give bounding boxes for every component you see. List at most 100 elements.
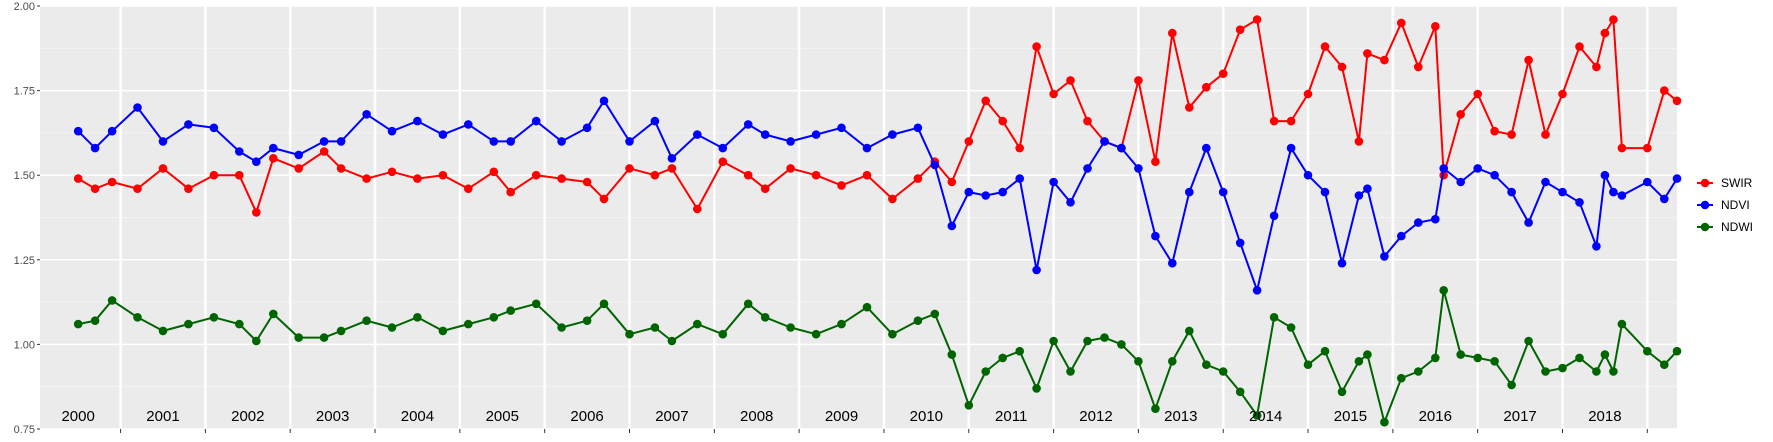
swir-point <box>1431 22 1440 31</box>
swir-point <box>743 170 753 180</box>
ndvi-point <box>1049 177 1058 187</box>
ndvi-point <box>464 120 473 129</box>
ndvi-point <box>1592 242 1601 251</box>
ndwi-point <box>1015 346 1024 356</box>
ndwi-point <box>251 336 261 346</box>
ndvi-point <box>1100 137 1109 146</box>
ndvi-point <box>133 103 142 112</box>
ndvi-point <box>1015 174 1024 183</box>
ndwi-point <box>1218 367 1228 376</box>
ndvi-point <box>1380 252 1389 261</box>
ndwi-point <box>557 323 566 332</box>
grid-lines <box>40 5 1677 430</box>
ndwi-point <box>650 323 660 332</box>
ndvi-point <box>964 187 974 197</box>
ndwi-point <box>760 313 770 322</box>
ndvi-point <box>930 160 940 170</box>
year-label: 2001 <box>146 408 179 425</box>
swir-point <box>650 170 660 180</box>
ndvi-point <box>650 116 660 126</box>
ndwi-point <box>625 329 634 339</box>
ndwi-point <box>718 329 728 339</box>
ndwi-point <box>1303 360 1313 370</box>
year-label: 2013 <box>1164 408 1197 425</box>
swir-point <box>158 164 168 173</box>
ndvi-point <box>1609 187 1618 197</box>
year-label: 2004 <box>401 408 434 425</box>
swir-point <box>913 174 923 183</box>
swir-point <box>1269 116 1279 126</box>
swir-point <box>209 170 219 180</box>
x-axis: 2000 2001 2002 2003 2004 2005 2006 2007 2008 2009… <box>61 408 1648 433</box>
swir-point <box>184 184 193 193</box>
ndvi-point <box>336 137 346 146</box>
ndwi-point <box>438 326 448 336</box>
ndvi-point <box>269 143 278 153</box>
swir-point <box>1202 82 1211 92</box>
ndwi-point <box>184 319 193 329</box>
ndwi-point <box>1507 380 1516 390</box>
series-ndwi <box>73 286 1682 427</box>
ndvi-point <box>837 123 846 133</box>
ndvi-point <box>90 143 100 153</box>
ndvi-point <box>1643 177 1652 187</box>
ndwi-point <box>786 323 795 332</box>
ndwi-point <box>1558 363 1567 373</box>
ndvi-point <box>1431 214 1440 224</box>
swir-point <box>1592 62 1601 72</box>
ndwi-point <box>158 326 168 336</box>
ndwi-point <box>888 329 897 339</box>
swir-point <box>1660 86 1669 95</box>
swir-point <box>1252 15 1262 24</box>
ndwi-point <box>1354 357 1364 366</box>
ndvi-point <box>158 137 168 146</box>
ndvi-point <box>506 137 515 146</box>
series-ndvi <box>73 96 1682 295</box>
ndvi-point <box>1439 164 1448 173</box>
ndvi-point <box>1134 164 1143 173</box>
swir-point <box>786 164 795 173</box>
ndvi-point <box>1456 177 1465 187</box>
swir-point <box>557 174 566 183</box>
ndwi-point <box>981 367 990 376</box>
ndwi-point <box>599 299 609 309</box>
swir-point <box>506 187 515 197</box>
swir-point <box>336 164 346 173</box>
ndvi-point <box>1269 211 1279 221</box>
ndvi-point <box>531 116 541 126</box>
swir-point <box>1032 42 1041 51</box>
swir-point <box>718 157 728 166</box>
legend-key-point <box>1700 200 1710 210</box>
ndvi-point <box>438 130 448 139</box>
ndwi-point <box>1575 353 1584 363</box>
ndwi-point <box>1541 367 1550 376</box>
year-label: 2000 <box>61 408 94 425</box>
ndvi-point <box>235 147 244 156</box>
year-label: 2006 <box>570 408 603 425</box>
ndvi-point <box>947 221 957 231</box>
ndwi-point <box>1660 360 1669 370</box>
swir-point <box>888 194 897 204</box>
ndwi-point <box>362 316 371 326</box>
ndwi-point <box>947 350 957 359</box>
year-label: 2002 <box>231 408 264 425</box>
year-label: 2018 <box>1588 408 1621 425</box>
ndwi-point <box>1117 340 1126 349</box>
swir-point <box>1397 18 1406 28</box>
ndvi-point <box>1660 194 1669 204</box>
ndwi-point <box>90 316 100 326</box>
ndwi-point <box>1363 350 1372 359</box>
y-tick-label: 1.50 <box>14 170 35 182</box>
swir-point <box>1218 69 1228 78</box>
ndwi-point <box>107 296 117 305</box>
ndwi-point <box>413 313 422 322</box>
swir-point <box>107 177 117 187</box>
ndwi-point <box>998 353 1007 363</box>
ndvi-point <box>1524 218 1533 227</box>
legend-item-ndvi: NDVI <box>1697 198 1750 212</box>
swir-point <box>1575 42 1584 51</box>
ndvi-point <box>1066 198 1075 207</box>
year-label: 2012 <box>1079 408 1112 425</box>
year-label: 2010 <box>910 408 943 425</box>
ndwi-point <box>1269 313 1279 322</box>
